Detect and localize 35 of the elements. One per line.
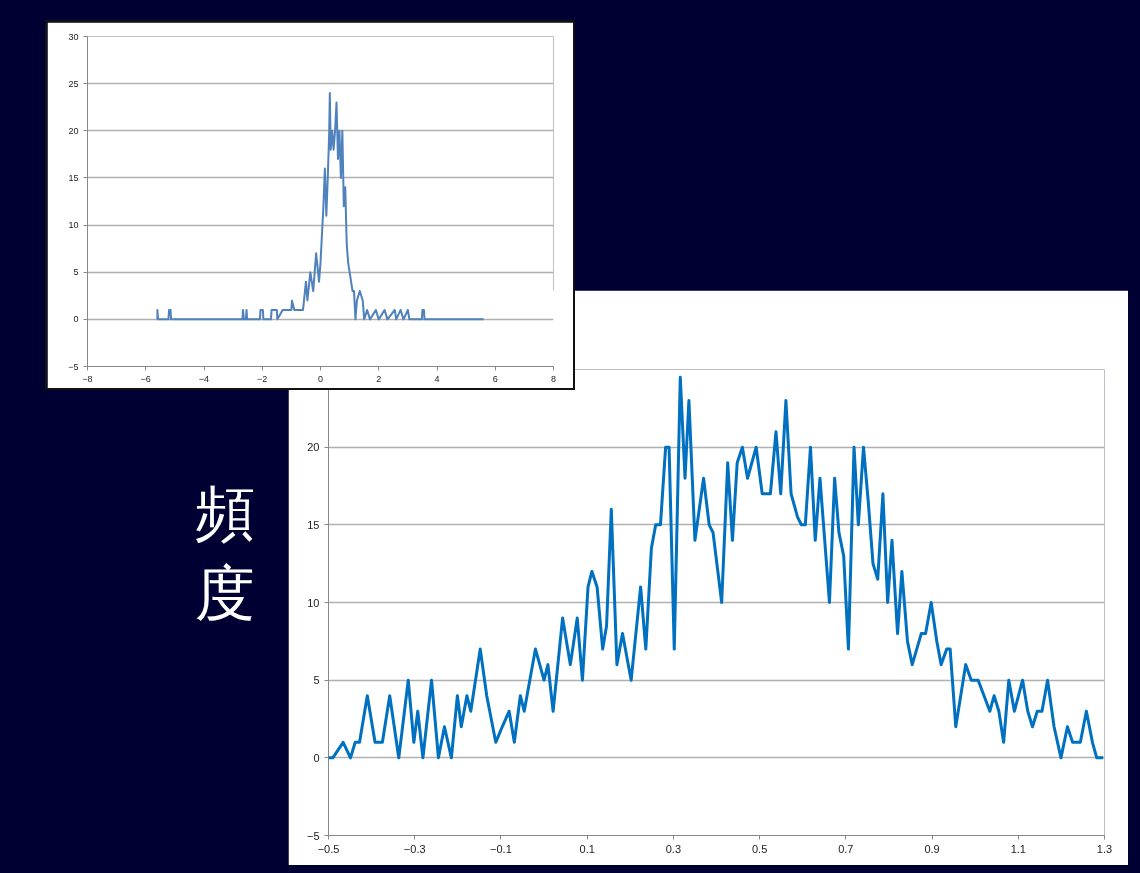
y-tick-label: 0 [313,751,320,764]
y-tick-label: 15 [68,172,79,183]
x-tick-label: 1.3 [1096,842,1113,855]
y-tick-label: 5 [73,267,79,278]
y-tick-label: 10 [307,596,320,609]
x-tick-label: 0.9 [924,842,940,855]
x-tick-label: 0.7 [838,842,854,855]
y-tick-label: 20 [68,125,79,136]
x-tick-label: −6 [140,373,151,384]
x-tick-label: 6 [492,373,498,384]
y-axis-title: 頻度 [195,477,255,630]
x-tick-label: 2 [376,373,382,384]
x-tick-label: −0.1 [490,842,512,855]
y-tick-label: 20 [307,441,320,454]
y-tick-label: 30 [68,31,79,42]
y-tick-label: 5 [313,674,320,687]
x-tick-label: −8 [82,373,93,384]
x-tick-label: −2 [257,373,268,384]
y-tick-label: 0 [73,314,79,325]
x-tick-label: 4 [434,373,440,384]
x-tick-label: 8 [551,373,557,384]
x-tick-label: −4 [198,373,210,384]
y-tick-label: −5 [306,829,320,842]
line-series [327,375,1105,760]
x-tick-label: 0.5 [751,842,768,855]
x-tick-label: −0.3 [403,842,426,855]
y-tick-label: 25 [68,78,79,89]
x-tick-label: 0.1 [579,842,595,855]
line-series [156,92,485,321]
x-tick-label: 0.3 [665,842,682,855]
y-tick-label: −5 [68,361,79,372]
x-tick-label: −0.5 [317,842,340,855]
x-tick-label: 1.1 [1010,842,1026,855]
y-tick-label: 10 [68,220,79,231]
y-tick-label: 15 [307,518,320,531]
